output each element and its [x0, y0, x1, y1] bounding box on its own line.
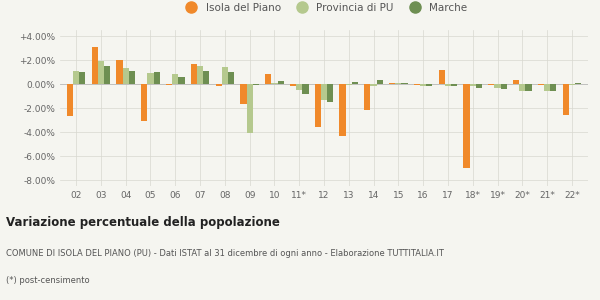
Bar — [494, 84, 500, 88]
Bar — [172, 74, 178, 84]
Bar — [98, 61, 104, 84]
Bar — [265, 74, 271, 84]
Bar — [327, 84, 333, 102]
Bar — [500, 84, 507, 89]
Bar — [321, 84, 327, 100]
Bar — [247, 84, 253, 133]
Bar — [271, 83, 278, 84]
Bar — [346, 84, 352, 85]
Bar — [129, 71, 135, 84]
Bar — [426, 84, 433, 86]
Bar — [370, 84, 377, 86]
Bar — [451, 84, 457, 86]
Bar — [178, 77, 185, 84]
Bar — [420, 84, 426, 86]
Bar — [401, 83, 407, 84]
Bar — [364, 84, 370, 110]
Bar — [104, 66, 110, 84]
Bar — [116, 60, 122, 84]
Bar — [92, 47, 98, 84]
Bar — [513, 80, 519, 84]
Bar — [215, 84, 222, 86]
Bar — [154, 72, 160, 84]
Bar — [439, 70, 445, 84]
Bar — [278, 81, 284, 84]
Bar — [79, 72, 85, 84]
Text: COMUNE DI ISOLA DEL PIANO (PU) - Dati ISTAT al 31 dicembre di ogni anno - Elabor: COMUNE DI ISOLA DEL PIANO (PU) - Dati IS… — [6, 249, 444, 258]
Bar — [148, 73, 154, 84]
Bar — [445, 84, 451, 86]
Bar — [315, 84, 321, 127]
Bar — [526, 84, 532, 91]
Bar — [544, 84, 550, 91]
Bar — [290, 84, 296, 86]
Bar — [563, 84, 569, 115]
Bar — [241, 84, 247, 104]
Bar — [67, 84, 73, 116]
Bar — [191, 64, 197, 84]
Legend: Isola del Piano, Provincia di PU, Marche: Isola del Piano, Provincia di PU, Marche — [179, 1, 469, 15]
Text: (*) post-censimento: (*) post-censimento — [6, 276, 89, 285]
Bar — [197, 66, 203, 84]
Bar — [538, 84, 544, 85]
Bar — [389, 83, 395, 84]
Bar — [476, 84, 482, 88]
Bar — [340, 84, 346, 136]
Bar — [122, 68, 129, 84]
Bar — [470, 84, 476, 86]
Bar — [73, 71, 79, 84]
Bar — [352, 82, 358, 84]
Bar — [302, 84, 308, 94]
Bar — [141, 84, 148, 121]
Bar — [296, 84, 302, 90]
Bar — [228, 72, 234, 84]
Bar — [488, 84, 494, 85]
Bar — [569, 84, 575, 85]
Bar — [377, 80, 383, 84]
Bar — [395, 83, 401, 84]
Bar — [550, 84, 556, 91]
Bar — [166, 84, 172, 85]
Bar — [519, 84, 526, 91]
Bar — [414, 84, 420, 85]
Bar — [203, 71, 209, 84]
Text: Variazione percentuale della popolazione: Variazione percentuale della popolazione — [6, 216, 280, 229]
Bar — [575, 83, 581, 84]
Bar — [253, 84, 259, 85]
Bar — [463, 84, 470, 168]
Bar — [222, 67, 228, 84]
